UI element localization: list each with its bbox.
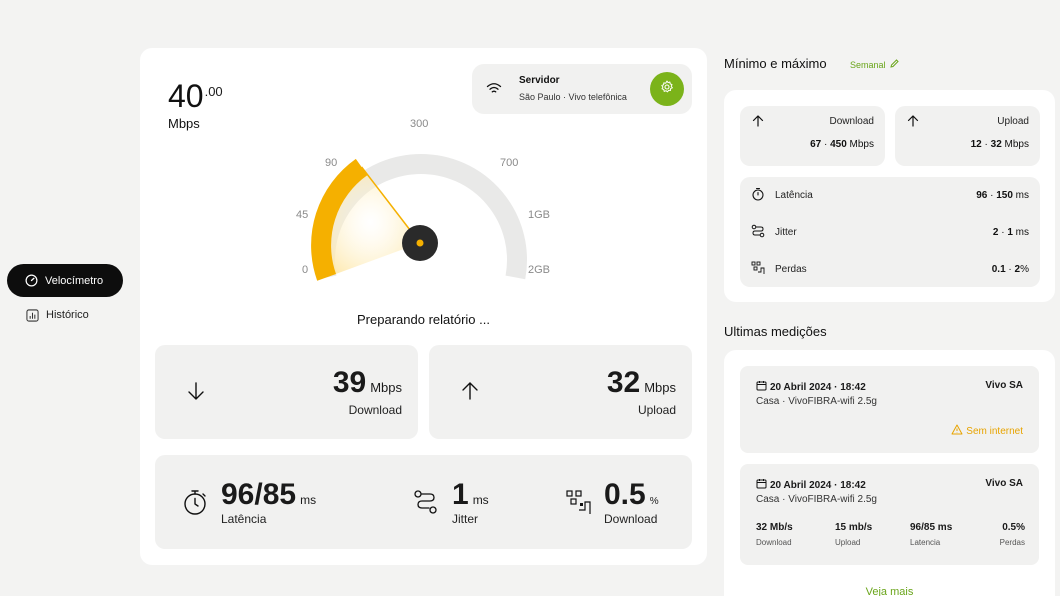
minmax-loss-value: 0.1 · 2% xyxy=(991,263,1029,275)
minmax-jitter-value: 2 · 1 ms xyxy=(992,226,1029,238)
history-stat: 32 Mb/s Download xyxy=(756,522,793,547)
nav-item-historico[interactable]: Histórico xyxy=(25,306,89,324)
upload-unit: Mbps xyxy=(644,380,676,395)
packet-loss-icon xyxy=(565,488,593,521)
download-label: Download xyxy=(348,403,402,417)
current-speed-decimal: .00 xyxy=(204,84,223,99)
bar-chart-icon xyxy=(25,308,39,322)
arrow-up-icon xyxy=(751,114,765,133)
loss-value: 0.5 xyxy=(604,478,646,511)
gauge-progress-arc xyxy=(311,158,368,281)
server-settings-button[interactable] xyxy=(650,72,684,106)
history-isp: Vivo SA xyxy=(985,478,1023,489)
loss-metric: 0.5 % Download xyxy=(604,478,659,527)
minmax-upload-label: Upload xyxy=(997,116,1029,127)
download-tile: 39 Mbps Download xyxy=(155,345,418,439)
minmax-latency-row: Latência 96 · 150 ms xyxy=(751,185,1029,205)
minmax-card: Download 67 · 450 Mbps Upload 12 · 32 Mb… xyxy=(724,90,1055,302)
arrow-up-icon xyxy=(906,114,920,133)
jitter-unit: ms xyxy=(472,493,489,507)
nav-label: Velocímetro xyxy=(45,274,104,287)
speedometer-icon xyxy=(24,274,38,288)
server-title: Servidor xyxy=(519,75,560,86)
server-subtitle: São Paulo · Vivo telefônica xyxy=(519,92,627,102)
gauge-label: 300 xyxy=(410,118,429,130)
packet-loss-icon xyxy=(751,261,765,278)
pencil-icon xyxy=(889,58,900,71)
latency-metric: 96/85 ms Latência xyxy=(221,478,317,527)
gauge-label: 90 xyxy=(325,157,338,169)
current-speed-unit: Mbps xyxy=(168,116,200,131)
minmax-upload-value: 12 · 32 Mbps xyxy=(970,139,1029,150)
period-label: Semanal xyxy=(850,59,886,70)
upload-label: Upload xyxy=(637,403,676,417)
latency-unit: ms xyxy=(300,493,317,507)
upload-tile: 32 Mbps Upload xyxy=(429,345,692,439)
speed-gauge: 0 45 90 300 700 1GB 2GB xyxy=(290,118,560,288)
history-item[interactable]: 20 Abril 2024 · 18:42 Casa · VivoFIBRA-w… xyxy=(740,366,1039,453)
server-info: Servidor São Paulo · Vivo telefônica xyxy=(472,64,692,114)
speedtest-card: 40 .00 Mbps Servidor São Paulo · Vivo te… xyxy=(140,48,707,565)
calendar-icon xyxy=(756,478,767,492)
gauge-label: 45 xyxy=(296,209,309,221)
history-item[interactable]: 20 Abril 2024 · 18:42 Casa · VivoFIBRA-w… xyxy=(740,464,1039,565)
current-speed-integer: 40 xyxy=(168,78,204,114)
jitter-metric: 1 ms Jitter xyxy=(452,478,489,527)
history-card: 20 Abril 2024 · 18:42 Casa · VivoFIBRA-w… xyxy=(724,350,1055,596)
history-location: Casa · VivoFIBRA-wifi 2.5g xyxy=(756,396,877,407)
stopwatch-icon xyxy=(751,187,765,204)
jitter-value: 1 xyxy=(452,478,469,511)
loss-label: Download xyxy=(604,512,658,526)
nav-label: Histórico xyxy=(46,309,89,321)
history-stat: 96/85 ms Latencia xyxy=(910,522,953,547)
minmax-latency-value: 96 · 150 ms xyxy=(976,189,1029,201)
latency-label: Latência xyxy=(221,512,267,526)
arrow-down-icon xyxy=(185,380,207,407)
warning-icon xyxy=(951,424,963,438)
stopwatch-icon xyxy=(182,488,208,521)
history-date: 20 Abril 2024 · 18:42 xyxy=(756,380,866,394)
minmax-download-value: 67 · 450 Mbps xyxy=(810,139,874,150)
download-value: 39 xyxy=(332,366,367,399)
gauge-label: 2GB xyxy=(528,264,551,276)
minmax-jitter-label: Jitter xyxy=(775,226,797,238)
nav-item-velocimetro[interactable]: Velocímetro xyxy=(7,264,123,297)
minmax-loss-label: Perdas xyxy=(775,263,807,275)
calendar-icon xyxy=(756,380,767,394)
history-stat: 0.5% Perdas xyxy=(999,522,1025,547)
history-isp: Vivo SA xyxy=(985,380,1023,391)
latency-value: 96/85 xyxy=(221,478,297,511)
arrow-up-icon xyxy=(459,380,481,407)
gauge-label: 700 xyxy=(500,157,519,169)
history-date: 20 Abril 2024 · 18:42 xyxy=(756,478,866,492)
route-icon xyxy=(413,489,439,520)
minmax-jitter-row: Jitter 2 · 1 ms xyxy=(751,222,1029,242)
see-more-link[interactable]: Veja mais xyxy=(865,586,914,596)
current-speed: 40 .00 xyxy=(168,78,223,114)
minmax-upload: Upload 12 · 32 Mbps xyxy=(895,106,1040,166)
history-stat: 15 mb/s Upload xyxy=(835,522,873,547)
gauge-label: 1GB xyxy=(528,209,551,221)
minmax-title: Mínimo e máximo xyxy=(724,56,827,71)
gear-icon xyxy=(660,80,674,99)
minmax-stats: Latência 96 · 150 ms Jitter 2 · 1 ms Per… xyxy=(740,177,1040,287)
wifi-icon xyxy=(486,82,502,100)
status-text: Preparando relatório ... xyxy=(357,312,490,327)
minmax-download: Download 67 · 450 Mbps xyxy=(740,106,885,166)
history-location: Casa · VivoFIBRA-wifi 2.5g xyxy=(756,494,877,505)
loss-unit: % xyxy=(649,496,659,507)
history-warning: Sem internet xyxy=(951,424,1023,438)
jitter-label: Jitter xyxy=(452,512,479,526)
gauge-label: 0 xyxy=(302,264,309,276)
period-selector[interactable]: Semanal xyxy=(850,58,900,71)
minmax-loss-row: Perdas 0.1 · 2% xyxy=(751,259,1029,279)
route-icon xyxy=(751,224,765,241)
minmax-latency-label: Latência xyxy=(775,189,813,201)
upload-value: 32 xyxy=(606,366,641,399)
download-unit: Mbps xyxy=(370,380,402,395)
metrics-tile: 96/85 ms Latência 1 ms Jitter 0.5 % Down… xyxy=(155,455,692,549)
history-title: Ultimas medições xyxy=(724,324,827,339)
minmax-download-label: Download xyxy=(829,116,874,127)
